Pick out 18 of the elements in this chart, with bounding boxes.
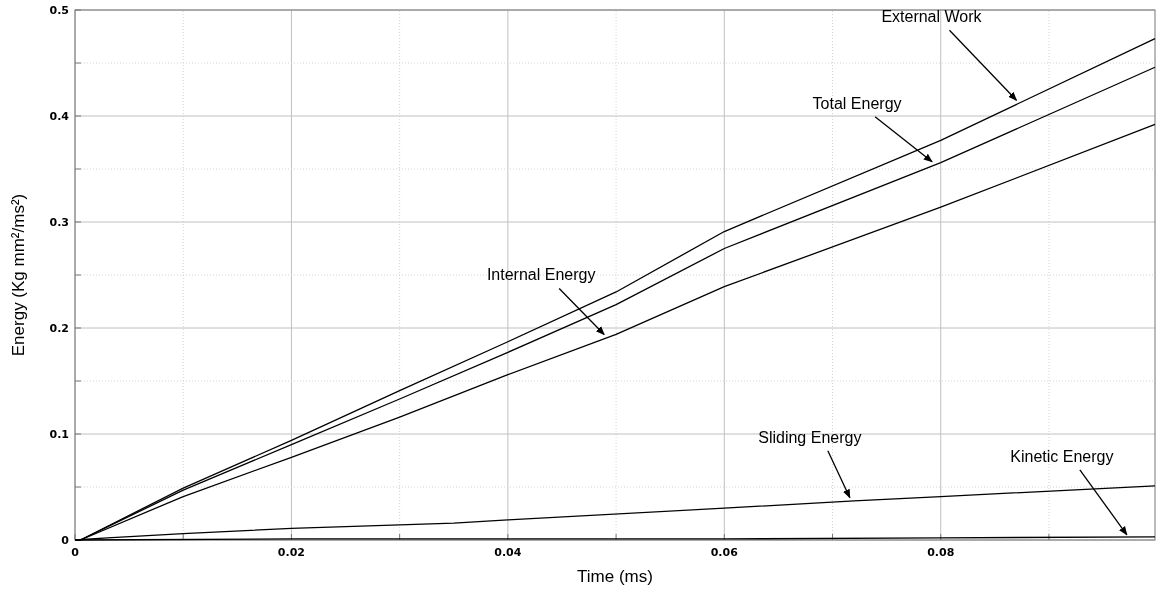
annotation: Internal Energy	[486, 266, 596, 284]
annotation: Sliding Energy	[758, 428, 862, 446]
x-tick-label: 0.04	[494, 546, 522, 559]
x-tick-label: 0.02	[277, 546, 305, 559]
annotation: External Work	[881, 8, 983, 26]
x-tick-label: 0.08	[927, 546, 955, 559]
y-tick-label: 0.2	[49, 322, 69, 335]
y-tick-label: 0.5	[49, 4, 69, 17]
y-tick-label: 0.3	[49, 216, 69, 229]
annotation: Total Energy	[812, 94, 902, 112]
x-axis-title: Time (ms)	[577, 567, 653, 586]
y-tick-label: 0	[61, 534, 70, 547]
y-tick-label: 0.1	[49, 428, 69, 441]
y-tick-label: 0.4	[49, 110, 70, 123]
y-axis-title: Energy (Kg mm²/ms²)	[9, 193, 28, 357]
annotation: Kinetic Energy	[1010, 447, 1114, 465]
x-tick-label: 0	[71, 546, 80, 559]
x-tick-label: 0.06	[710, 546, 739, 559]
